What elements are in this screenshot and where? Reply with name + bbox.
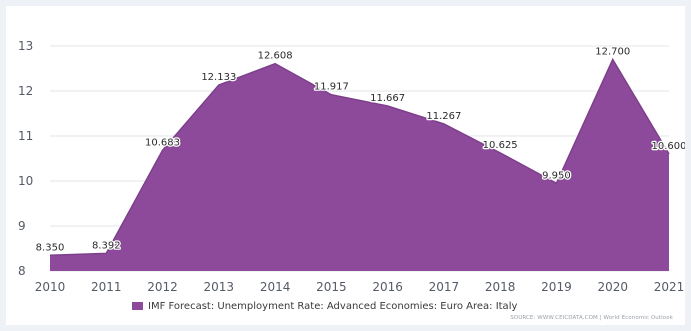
x-tick-label: 2013 xyxy=(204,280,235,294)
data-label: 10.600 xyxy=(652,141,686,152)
source-note: SOURCE: WWW.CEICDATA.COM | World Economi… xyxy=(510,315,673,321)
y-tick-label: 12 xyxy=(18,84,33,98)
y-tick-label: 9 xyxy=(18,219,26,233)
series-line xyxy=(49,57,670,256)
series-area[interactable] xyxy=(50,59,669,272)
data-label: 10.683 xyxy=(145,137,180,148)
series-area-group xyxy=(49,57,670,272)
x-tick-label: 2018 xyxy=(485,280,516,294)
data-label: 12.608 xyxy=(258,51,293,62)
data-label: 9.950 xyxy=(542,170,571,181)
data-labels: 8.350 8.392 10.683 12.133 12.608 11.917 11.667… xyxy=(34,45,686,254)
y-tick-label: 13 xyxy=(18,39,33,53)
x-axis-ticks: 2010 2011 2012 2013 2014 2015 2016 2017 2018 2019… xyxy=(35,280,685,294)
legend[interactable]: IMF Forecast: Unemployment Rate: Advance… xyxy=(132,299,517,313)
legend-label: IMF Forecast: Unemployment Rate: Advance… xyxy=(148,300,518,312)
x-tick-label: 2020 xyxy=(597,280,628,294)
data-label: 8.350 xyxy=(36,242,65,253)
x-tick-label: 2016 xyxy=(372,280,403,294)
x-tick-label: 2021 xyxy=(654,280,685,294)
y-tick-label: 11 xyxy=(18,129,33,143)
y-tick-label: 10 xyxy=(18,174,33,188)
legend-swatch xyxy=(132,302,143,310)
data-label: 11.267 xyxy=(426,111,461,122)
x-tick-label: 2011 xyxy=(91,280,122,294)
x-tick-label: 2010 xyxy=(35,280,66,294)
data-label: 11.667 xyxy=(370,93,405,104)
y-tick-label: 8 xyxy=(18,264,26,278)
data-label: 12.133 xyxy=(201,72,236,83)
data-label: 12.700 xyxy=(595,47,630,58)
x-tick-label: 2017 xyxy=(429,280,460,294)
x-tick-label: 2015 xyxy=(316,280,347,294)
y-axis-ticks: 8 9 10 11 12 13 xyxy=(18,39,33,278)
x-tick-label: 2014 xyxy=(260,280,291,294)
x-tick-label: 2012 xyxy=(147,280,178,294)
chart-card: 8 9 10 11 12 13 2010 2011 2012 2013 2014 2015 2016 2… xyxy=(6,6,685,325)
data-label: 10.625 xyxy=(483,140,518,151)
x-tick-label: 2019 xyxy=(541,280,572,294)
data-label: 11.917 xyxy=(314,82,349,93)
data-label: 8.392 xyxy=(92,240,121,251)
